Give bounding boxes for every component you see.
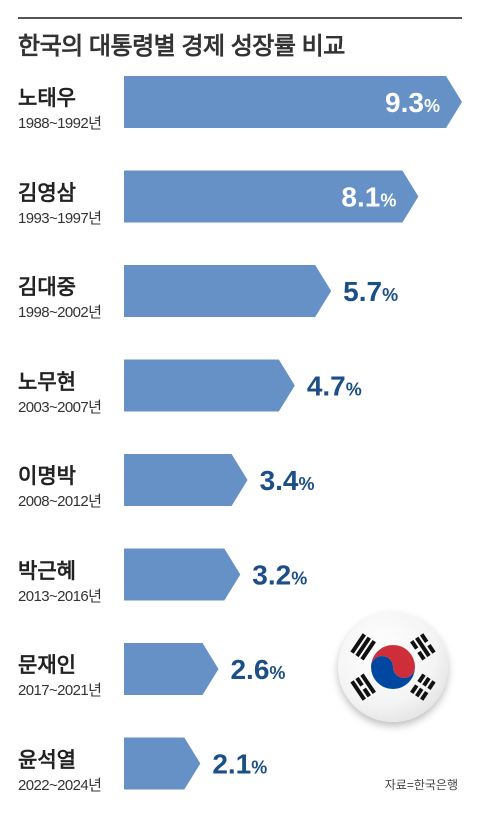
growth-bar <box>124 454 248 506</box>
value-label: 4.7% <box>307 371 362 402</box>
term-years: 1988~1992년 <box>18 115 102 132</box>
term-years: 1993~1997년 <box>18 209 102 227</box>
chart-title: 한국의 대통령별 경제 성장률 비교 <box>18 33 345 60</box>
president-name: 노태우 <box>18 87 76 110</box>
value-label: 3.2% <box>252 560 307 591</box>
trigram-ri <box>350 673 376 701</box>
term-years: 2022~2024년 <box>18 776 102 794</box>
korean-flag-icon <box>338 612 448 722</box>
term-years: 1998~2002년 <box>18 304 102 321</box>
value-label: 5.7% <box>343 276 398 307</box>
growth-bar <box>124 359 295 412</box>
term-years: 2013~2016년 <box>18 587 102 605</box>
value-label: 2.1% <box>212 749 267 780</box>
taegukgi-icon <box>350 633 436 701</box>
taegeuk-red-half <box>371 645 415 678</box>
growth-bar <box>124 76 462 128</box>
term-years: 2008~2012년 <box>18 493 102 510</box>
growth-bar <box>124 643 219 695</box>
trigram-geon <box>350 633 376 661</box>
taegeuk-blue-half <box>371 656 415 689</box>
president-name: 문재인 <box>18 654 76 677</box>
growth-bar <box>124 737 201 790</box>
president-name: 이명박 <box>18 465 76 488</box>
top-rule <box>18 17 462 19</box>
trigram-gam <box>410 633 436 661</box>
term-years: 2003~2007년 <box>18 398 102 416</box>
president-name: 김대중 <box>18 276 76 299</box>
growth-bar <box>124 170 419 223</box>
trigram-gon <box>410 673 436 701</box>
value-label: 3.4% <box>260 465 315 496</box>
president-name: 김영삼 <box>18 181 76 205</box>
source-note: 자료=한국은행 <box>384 778 458 792</box>
value-label: 8.1% <box>341 182 396 213</box>
term-years: 2017~2021년 <box>18 682 102 699</box>
president-name: 노무현 <box>18 370 76 394</box>
president-name: 윤석열 <box>18 748 76 772</box>
growth-bar <box>124 265 332 317</box>
president-name: 박근혜 <box>18 559 76 583</box>
value-label: 9.3% <box>385 87 440 118</box>
growth-bar <box>124 548 241 601</box>
value-label: 2.6% <box>230 654 285 685</box>
